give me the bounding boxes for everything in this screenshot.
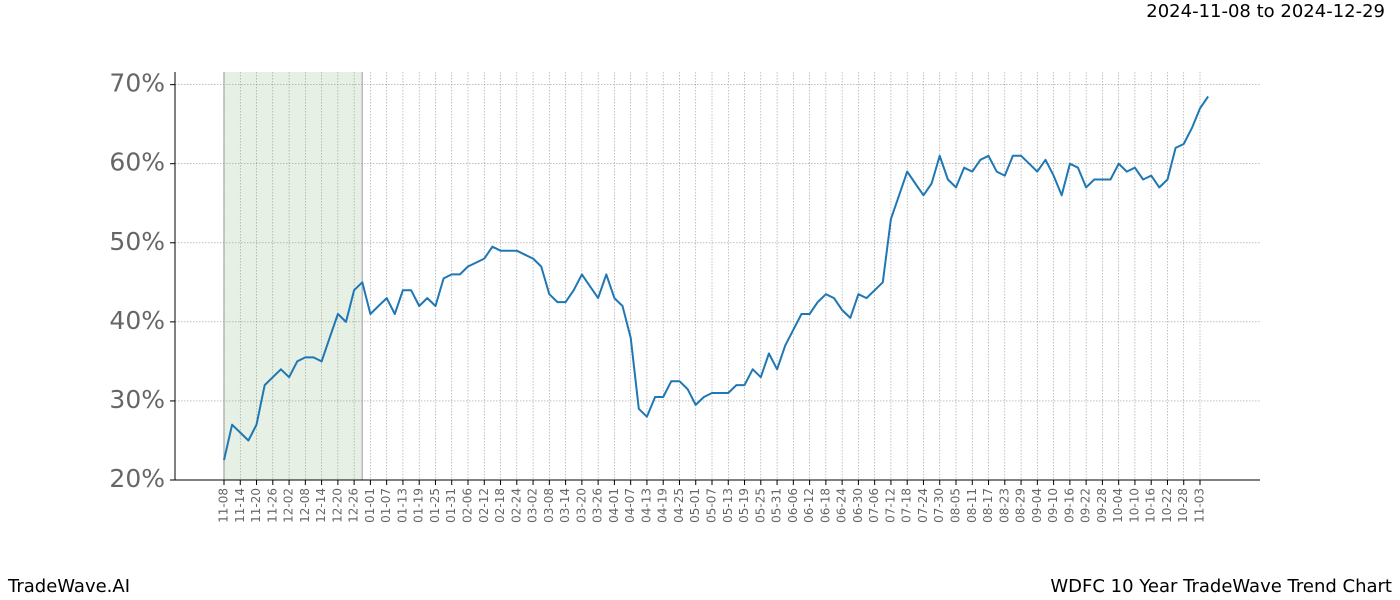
x-tick-label: 06-30 xyxy=(851,488,865,523)
x-tick-label: 11-14 xyxy=(233,488,247,523)
y-tick-label: 50% xyxy=(109,227,165,256)
y-tick-label: 20% xyxy=(109,464,165,493)
x-tick-label: 04-07 xyxy=(623,488,637,523)
x-tick-label: 09-10 xyxy=(1046,488,1060,523)
x-tick-label: 04-19 xyxy=(656,488,670,523)
x-tick-label: 12-02 xyxy=(282,488,296,523)
x-tick-label: 03-26 xyxy=(591,488,605,523)
x-tick-label: 10-04 xyxy=(1111,488,1125,523)
x-tick-label: 04-13 xyxy=(639,488,653,523)
x-tick-label: 03-14 xyxy=(558,488,572,523)
x-tick-label: 04-25 xyxy=(672,488,686,523)
x-tick-label: 12-20 xyxy=(330,488,344,523)
x-tick-label: 12-26 xyxy=(347,488,361,523)
x-tick-label: 11-26 xyxy=(265,488,279,523)
chart-title: WDFC 10 Year TradeWave Trend Chart xyxy=(1050,576,1392,597)
x-tick-label: 05-25 xyxy=(753,488,767,523)
x-tick-label: 09-22 xyxy=(1079,488,1093,523)
x-tick-label: 10-28 xyxy=(1176,488,1190,523)
x-tick-label: 09-28 xyxy=(1095,488,1109,523)
x-tick-label: 08-23 xyxy=(997,488,1011,523)
shaded-span xyxy=(224,72,363,480)
x-tick-label: 06-06 xyxy=(786,488,800,523)
x-tick-label: 02-06 xyxy=(461,488,475,523)
x-tick-label: 09-04 xyxy=(1030,488,1044,523)
x-tick-label: 06-24 xyxy=(835,488,849,523)
x-tick-label: 05-07 xyxy=(705,488,719,523)
x-tick-label: 08-11 xyxy=(965,488,979,523)
y-tick-label: 30% xyxy=(109,385,165,414)
x-tick-label: 05-31 xyxy=(770,488,784,523)
x-tick-label: 08-05 xyxy=(949,488,963,523)
x-tick-label: 11-08 xyxy=(217,488,231,523)
x-tick-label: 08-29 xyxy=(1014,488,1028,523)
x-tick-label: 08-17 xyxy=(981,488,995,523)
x-tick-label: 05-13 xyxy=(721,488,735,523)
x-tick-label: 10-10 xyxy=(1127,488,1141,523)
x-tick-label: 02-18 xyxy=(493,488,507,523)
x-tick-label: 06-12 xyxy=(802,488,816,523)
x-tick-label: 10-16 xyxy=(1144,488,1158,523)
x-tick-label: 07-24 xyxy=(916,488,930,523)
x-tick-label: 07-30 xyxy=(932,488,946,523)
x-tick-label: 06-18 xyxy=(818,488,832,523)
x-tick-label: 10-22 xyxy=(1160,488,1174,523)
x-tick-label: 01-31 xyxy=(444,488,458,523)
y-tick-label: 40% xyxy=(109,306,165,335)
y-tick-label: 70% xyxy=(109,69,165,98)
x-tick-label: 03-08 xyxy=(542,488,556,523)
x-tick-label: 01-13 xyxy=(395,488,409,523)
brand: TradeWave.AI xyxy=(7,576,130,597)
x-tick-label: 09-16 xyxy=(1062,488,1076,523)
x-tick-label: 11-20 xyxy=(249,488,263,523)
trend-line xyxy=(223,95,1209,461)
x-tick-label: 03-02 xyxy=(526,488,540,523)
x-tick-label: 11-03 xyxy=(1193,488,1207,523)
x-tick-label: 12-14 xyxy=(314,488,328,523)
x-tick-label: 01-19 xyxy=(412,488,426,523)
x-tick-label: 12-08 xyxy=(298,488,312,523)
x-tick-label: 01-01 xyxy=(363,488,377,523)
x-tick-label: 07-06 xyxy=(867,488,881,523)
x-tick-label: 02-12 xyxy=(477,488,491,523)
x-tick-label: 04-01 xyxy=(607,488,621,523)
date-range: 2024-11-08 to 2024-12-29 xyxy=(1146,1,1385,22)
x-tick-label: 01-25 xyxy=(428,488,442,523)
x-tick-label: 05-01 xyxy=(688,488,702,523)
x-tick-label: 07-18 xyxy=(900,488,914,523)
y-tick-label: 60% xyxy=(109,148,165,177)
x-tick-label: 01-07 xyxy=(379,488,393,523)
x-tick-label: 05-19 xyxy=(737,488,751,523)
x-tick-label: 02-24 xyxy=(509,488,523,523)
x-tick-label: 07-12 xyxy=(883,488,897,523)
x-tick-label: 03-20 xyxy=(574,488,588,523)
